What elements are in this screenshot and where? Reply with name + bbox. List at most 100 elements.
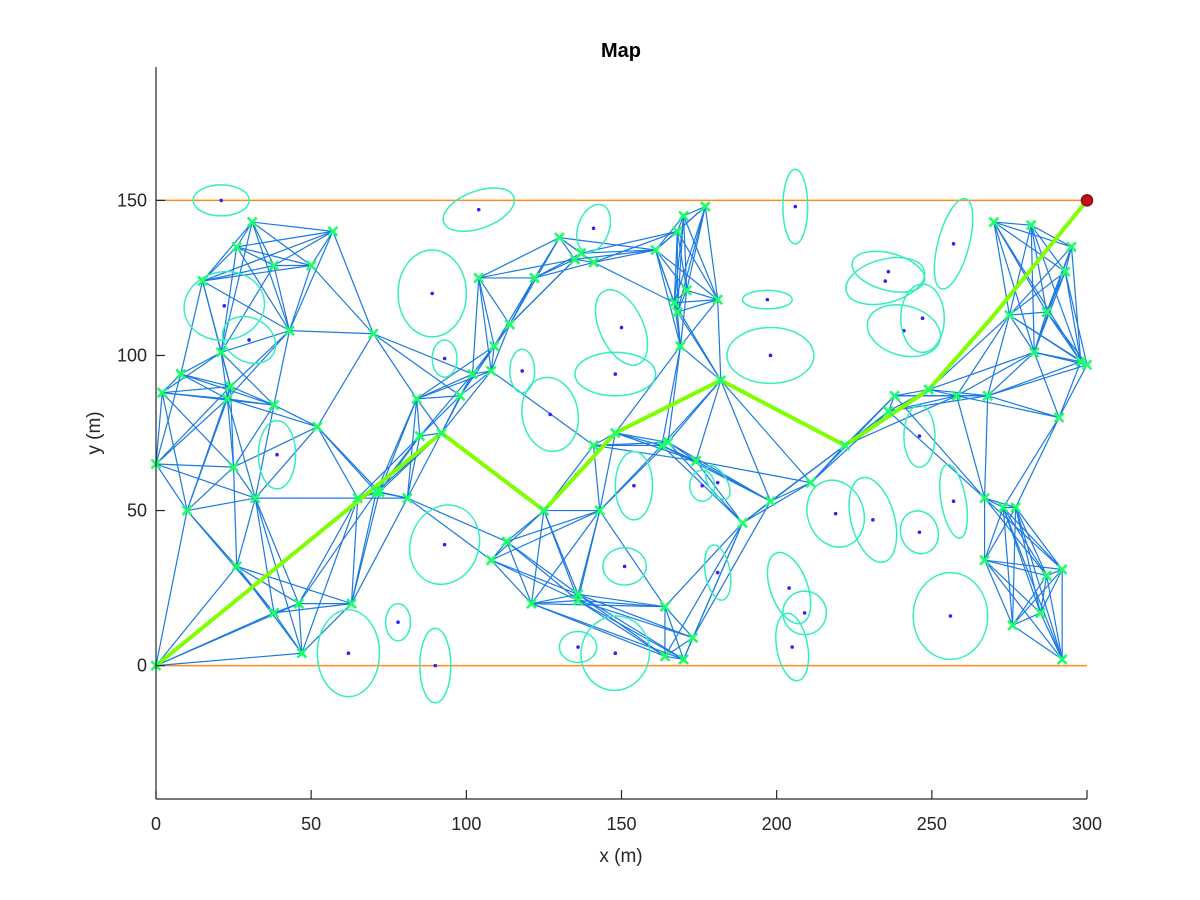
node-stroke bbox=[501, 536, 513, 547]
roadmap-node bbox=[1003, 309, 1015, 321]
roadmap-edge bbox=[956, 395, 986, 499]
roadmap-edge bbox=[226, 398, 256, 499]
roadmap-edge bbox=[987, 351, 1035, 397]
roadmap-node bbox=[1059, 266, 1071, 278]
roadmap-edge bbox=[227, 398, 318, 428]
roadmap-edge bbox=[1046, 575, 1063, 660]
roadmap-edge bbox=[956, 395, 1060, 419]
node-stroke bbox=[951, 390, 963, 402]
roadmap-edge bbox=[506, 510, 545, 543]
node-stroke bbox=[473, 272, 485, 284]
roadmap-edge bbox=[667, 441, 743, 524]
node-stroke bbox=[659, 601, 671, 613]
obstacle-ellipse bbox=[848, 476, 898, 563]
node-stroke bbox=[1056, 564, 1068, 575]
node-stroke bbox=[889, 390, 901, 402]
obstacle-center bbox=[951, 499, 956, 504]
roadmap-edge bbox=[1008, 246, 1072, 316]
roadmap-edge bbox=[478, 277, 495, 347]
node-stroke bbox=[1007, 619, 1018, 631]
roadmap-edge bbox=[577, 593, 684, 660]
roadmap-edge bbox=[1064, 271, 1088, 365]
roadmap-edge bbox=[490, 510, 545, 561]
node-stroke bbox=[1081, 359, 1093, 371]
obstacle-center bbox=[802, 611, 807, 615]
roadmap-node bbox=[572, 595, 584, 606]
roadmap-edge bbox=[673, 215, 685, 303]
roadmap-edge bbox=[230, 385, 275, 406]
node-stroke bbox=[1028, 346, 1040, 358]
roadmap-edge bbox=[987, 314, 1010, 396]
roadmap-edge bbox=[655, 249, 688, 291]
node-stroke bbox=[662, 436, 674, 448]
roadmap-edge bbox=[155, 463, 234, 468]
node-stroke bbox=[221, 393, 233, 405]
roadmap-edge bbox=[661, 346, 682, 446]
node-stroke bbox=[414, 430, 426, 442]
roadmap-edge bbox=[956, 314, 1010, 397]
roadmap-edge bbox=[679, 299, 719, 347]
roadmap-node bbox=[370, 486, 382, 498]
roadmap-node bbox=[594, 505, 606, 516]
obstacle-center bbox=[765, 297, 770, 302]
obstacle-ellipse bbox=[316, 609, 381, 698]
node-stroke bbox=[401, 492, 413, 504]
node-stroke bbox=[588, 439, 599, 451]
roadmap-node bbox=[311, 421, 323, 433]
roadmap-edge bbox=[506, 509, 600, 543]
roadmap-node bbox=[401, 492, 413, 504]
roadmap-node bbox=[923, 384, 935, 395]
obstacle-ellipse bbox=[580, 615, 651, 692]
roadmap-edge bbox=[230, 330, 290, 387]
roadmap-edge bbox=[1039, 569, 1063, 614]
obstacle-center bbox=[548, 412, 552, 417]
node-stroke bbox=[659, 650, 671, 662]
roadmap-edge bbox=[615, 432, 669, 443]
roadmap-edge bbox=[316, 333, 374, 428]
roadmap-node bbox=[588, 439, 599, 451]
roadmap-edge bbox=[1012, 569, 1063, 626]
roadmap-node bbox=[662, 436, 674, 448]
roadmap-edge bbox=[416, 373, 473, 400]
roadmap-edge bbox=[717, 299, 722, 381]
obstacle-ellipse bbox=[431, 339, 458, 378]
roadmap-edge bbox=[1009, 271, 1066, 316]
roadmap-edge bbox=[667, 346, 682, 443]
obstacle-ellipse bbox=[602, 547, 648, 586]
roadmap-edge bbox=[1030, 224, 1082, 362]
obstacle-ellipse bbox=[703, 544, 732, 601]
roadmap-edge bbox=[202, 230, 334, 282]
obstacle-ellipse bbox=[614, 450, 654, 521]
obstacle-center bbox=[871, 518, 875, 522]
roadmap-edge bbox=[273, 603, 299, 614]
obstacle-ellipse bbox=[741, 289, 793, 310]
roadmap-node bbox=[1035, 607, 1046, 619]
goal-point bbox=[1080, 194, 1094, 207]
obstacle-ellipse bbox=[933, 197, 974, 290]
node-stroke bbox=[181, 505, 193, 516]
node-stroke bbox=[805, 477, 817, 489]
roadmap-node bbox=[175, 368, 187, 380]
node-stroke bbox=[737, 517, 748, 529]
roadmap-edge bbox=[1011, 507, 1017, 626]
roadmap-edge bbox=[180, 351, 222, 375]
roadmap-edge bbox=[692, 500, 771, 639]
roadmap-edge bbox=[506, 541, 579, 601]
roadmap-node bbox=[1041, 306, 1053, 318]
obstacle-center bbox=[247, 338, 251, 342]
roadmap-edge bbox=[379, 491, 408, 499]
roadmap-node bbox=[454, 390, 466, 402]
y-tick-label: 100 bbox=[117, 345, 147, 365]
obstacle-center bbox=[222, 304, 227, 308]
roadmap-edge bbox=[378, 435, 421, 493]
node-stroke bbox=[268, 399, 280, 411]
roadmap-edge bbox=[419, 373, 473, 437]
roadmap-edge bbox=[593, 444, 697, 462]
obstacle-ellipse bbox=[806, 479, 866, 548]
node-stroke bbox=[588, 256, 599, 268]
roadmap-edge bbox=[180, 373, 228, 400]
x-tick-label: 150 bbox=[606, 814, 636, 834]
roadmap-edge bbox=[984, 507, 1017, 561]
roadmap-node bbox=[231, 241, 243, 253]
roadmap-edge bbox=[180, 373, 231, 388]
